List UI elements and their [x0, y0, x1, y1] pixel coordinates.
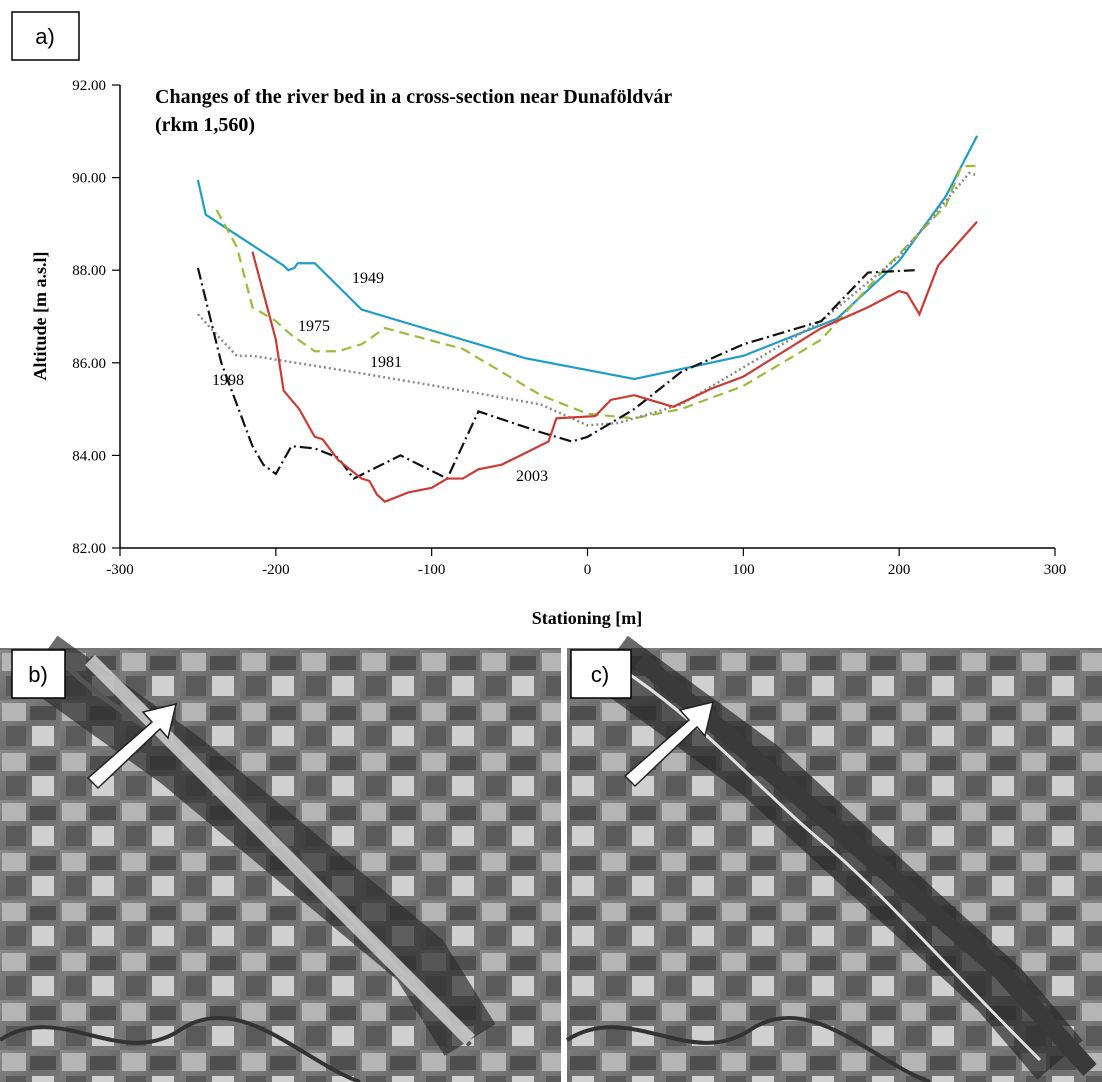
x-tick-label: 300: [1044, 562, 1067, 578]
chart-title: Changes of the river bed in a cross-sect…: [155, 86, 672, 108]
y-tick-label: 86.00: [72, 356, 106, 372]
series-label: 1949: [352, 270, 384, 287]
panel-label: c): [591, 662, 609, 687]
plot: 82.00 84.00 86.00 88.00 90.00 92.00 -300 -200 -1…: [72, 78, 1066, 578]
series-label: 2003: [516, 468, 548, 485]
y-tick-label: 90.00: [72, 171, 106, 187]
series-line: [196, 171, 978, 427]
series-label: 1975: [298, 318, 330, 335]
series-line: [215, 164, 978, 420]
series-line: [196, 135, 979, 381]
x-axis-label: Stationing [m]: [532, 608, 643, 628]
y-tick-label: 92.00: [72, 78, 106, 94]
x-tick-label: 200: [888, 562, 911, 578]
x-tick-label: -100: [418, 562, 446, 578]
chart-subtitle: (rkm 1,560): [155, 114, 255, 136]
y-tick-label: 84.00: [72, 448, 106, 464]
y-axis-label: Altitude [m a.s.l]: [30, 252, 50, 381]
series-label: 1998: [212, 372, 244, 389]
x-tick-label: -300: [106, 562, 134, 578]
series-line: [251, 220, 978, 503]
x-tick-label: -200: [262, 562, 290, 578]
series-label: 1981: [370, 354, 402, 371]
panel-label: a): [35, 24, 55, 49]
series-line: [196, 267, 915, 481]
x-tick-label: 100: [732, 562, 755, 578]
y-tick-label: 88.00: [72, 263, 106, 279]
panel-box: [11, 649, 66, 699]
panel-box: [570, 649, 632, 699]
x-tick-label: 0: [584, 562, 592, 578]
panel-box: [11, 11, 80, 61]
satellite-image: [0, 635, 561, 1082]
panel-label: b): [28, 662, 48, 687]
satellite-image: [565, 635, 1102, 1082]
y-tick-label: 82.00: [72, 541, 106, 557]
